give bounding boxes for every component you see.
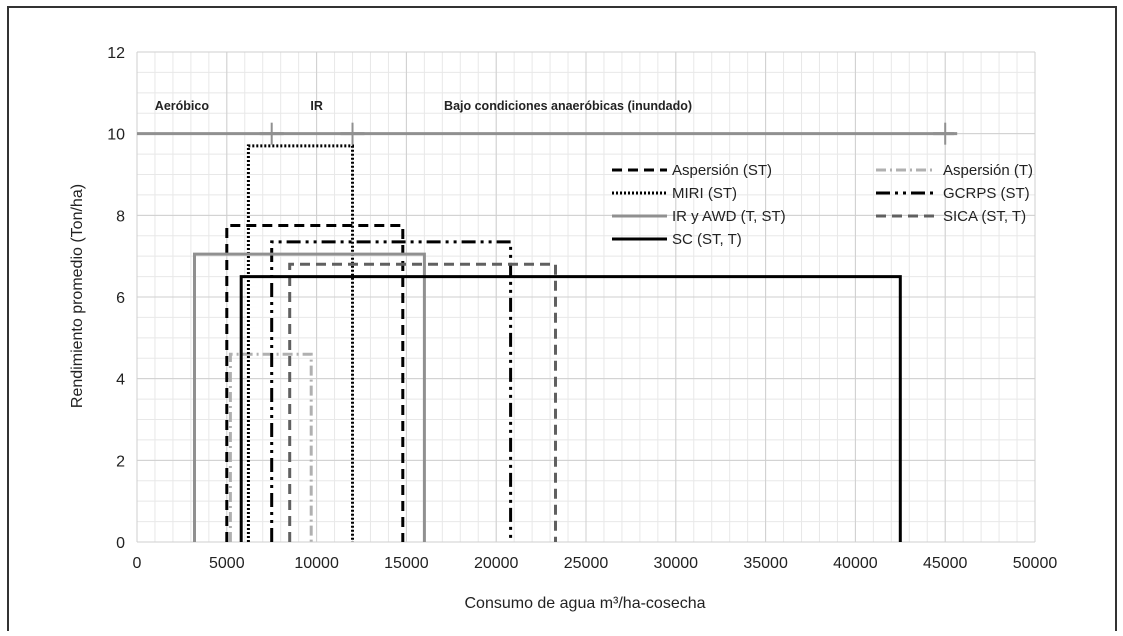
y-tick-label: 0	[116, 535, 125, 552]
legend-label-3: GCRPS (ST)	[943, 185, 1030, 202]
legend-label-1: Aspersión (T)	[943, 162, 1033, 179]
series-line-2	[246, 144, 354, 542]
x-tick-label: 30000	[654, 555, 699, 572]
series-layer	[193, 144, 902, 542]
outer-border	[7, 6, 1117, 636]
y-tick-label: 8	[116, 208, 125, 225]
legend-label-0: Aspersión (ST)	[672, 162, 772, 179]
legend-label-6: SC (ST, T)	[672, 231, 742, 248]
series-line-6	[239, 275, 902, 542]
x-tick-label: 20000	[474, 555, 519, 572]
series-line-3	[270, 240, 513, 542]
y-tick-label: 12	[107, 45, 125, 62]
series-line-4	[193, 252, 426, 542]
x-tick-label: 25000	[564, 555, 609, 572]
x-tick-label: 10000	[294, 555, 339, 572]
y-tick-label: 4	[116, 372, 125, 389]
y-axis-title: Rendimiento promedio (Ton/ha)	[69, 184, 86, 408]
x-tick-label: 15000	[384, 555, 429, 572]
y-tick-label: 2	[116, 453, 125, 470]
x-tick-label: 45000	[923, 555, 968, 572]
y-tick-label: 6	[116, 290, 125, 307]
x-tick-label: 50000	[1013, 555, 1058, 572]
region-label: Aeróbico	[155, 99, 210, 113]
legend-label-5: SICA (ST, T)	[943, 208, 1026, 225]
series-line-0	[225, 224, 405, 542]
x-tick-label: 0	[133, 555, 142, 572]
x-axis-title: Consumo de agua m³/ha-cosecha	[464, 595, 705, 612]
axis-ticks: 0 5000 10000 15000 20000 25000 30000 35000 40000…	[107, 45, 1057, 572]
legend-label-4: IR y AWD (T, ST)	[672, 208, 786, 225]
x-tick-label: 5000	[209, 555, 245, 572]
legend: Aspersión (ST) Aspersión (T) MIRI (ST) GCRP…	[612, 162, 1033, 248]
legend-label-2: MIRI (ST)	[672, 185, 737, 202]
region-label: IR	[310, 99, 323, 113]
region-layer: Aeróbico IR Bajo condiciones anaeróbicas (…	[137, 99, 958, 145]
x-tick-label: 40000	[833, 555, 878, 572]
y-tick-label: 10	[107, 127, 125, 144]
x-tick-label: 35000	[743, 555, 788, 572]
region-label: Bajo condiciones anaeróbicas (inundado)	[444, 99, 692, 113]
